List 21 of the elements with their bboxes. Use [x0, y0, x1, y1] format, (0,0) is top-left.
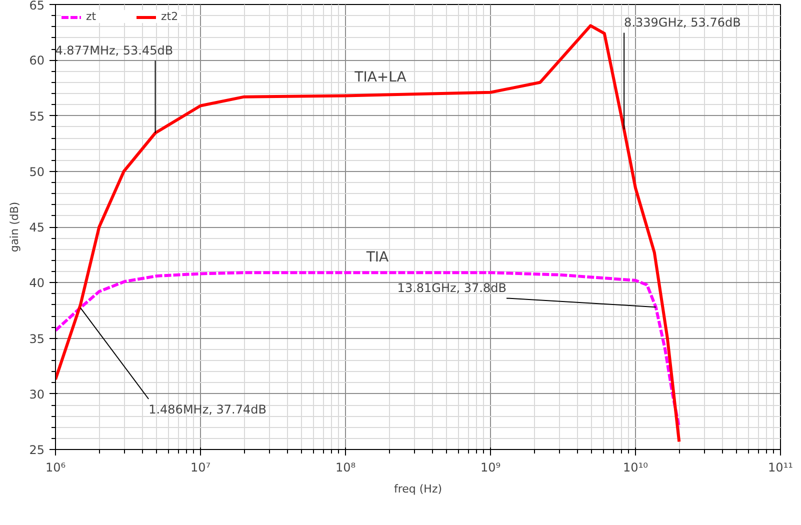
x-tick-label: 10⁹ [480, 460, 501, 474]
y-tick-label: 55 [29, 109, 45, 124]
x-tick-label: 10⁸ [335, 460, 356, 474]
y-tick-label: 45 [29, 220, 45, 234]
y-tick-label: 50 [29, 164, 45, 179]
y-tick-label: 25 [29, 443, 45, 457]
x-tick-label: 10⁶ [45, 460, 66, 474]
legend-label: zt [86, 10, 98, 23]
x-tick-label: 10¹⁰ [623, 460, 648, 474]
y-tick-label: 60 [29, 54, 45, 68]
x-tick-label: 10¹¹ [768, 460, 794, 474]
legend-label: zt2 [161, 10, 180, 23]
annotation: TIA [365, 250, 390, 266]
annotation: TIA+LA [354, 70, 407, 86]
y-tick-label: 40 [29, 276, 45, 290]
y-tick-label: 30 [29, 387, 45, 402]
y-axis-title: gain (dB) [8, 202, 22, 252]
x-tick-label: 10⁷ [190, 460, 211, 474]
y-tick-label: 35 [29, 332, 45, 346]
y-tick-label: 65 [29, 0, 45, 12]
x-axis-title: freq (Hz) [394, 482, 442, 496]
